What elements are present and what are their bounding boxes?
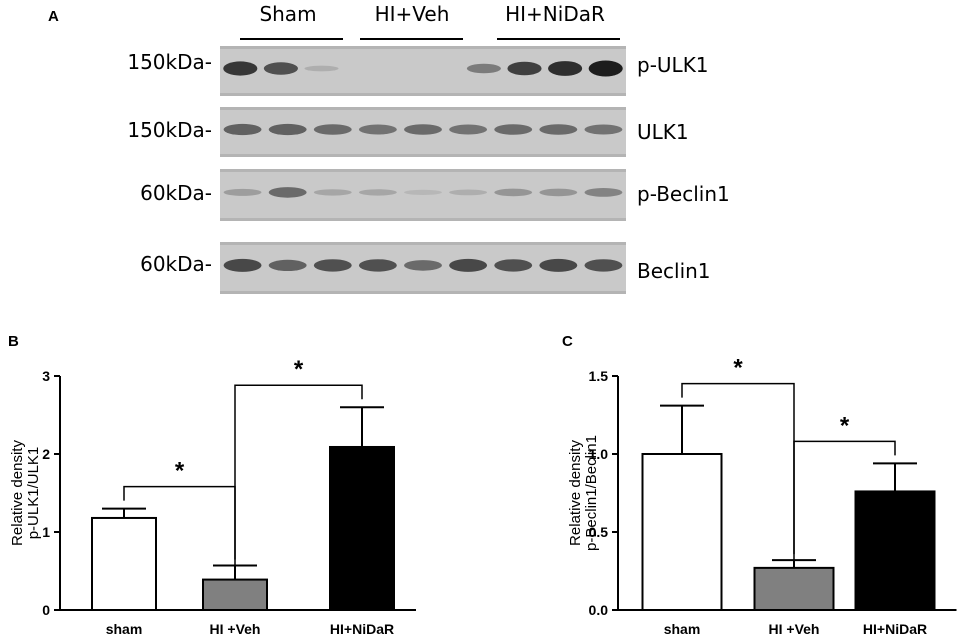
group-line-hi-nidar [497,38,620,40]
blot-band [539,124,578,135]
blot-band [449,124,488,135]
y-tick-label: 1 [42,524,50,540]
size-label-row3: 60kDa- [140,181,212,205]
y-axis-label-line1: Relative density [567,440,584,546]
bar [854,490,936,611]
blot-band [588,60,623,77]
size-label-row4: 60kDa- [140,252,212,276]
blot-band [494,188,533,197]
bar [641,453,723,611]
blot-band [263,62,298,75]
y-tick-label: 1.0 [589,446,609,462]
protein-label-p-beclin1: p-Beclin1 [637,182,730,206]
bar [202,578,268,612]
blot-strip-ulk1 [220,107,626,157]
category-label: HI +Veh [769,621,820,636]
blot-band [358,124,397,135]
blot-band [539,188,578,197]
group-line-hi-veh [360,38,463,40]
protein-label-p-ulk1: p-ULK1 [637,53,709,77]
blot-band [494,124,533,135]
y-axis-label-line1: Relative density [9,440,26,546]
blot-band [404,189,442,195]
blot-edge-bottom [220,93,626,96]
blot-band [268,187,307,198]
blot-edge-top [220,169,626,172]
category-label: HI+NiDaR [863,621,927,636]
category-label: HI +Veh [210,621,261,636]
blot-edge-bottom [220,218,626,221]
blot-edge-top [220,107,626,110]
y-axis-label-line2: p-Beclin1/Beclin1 [583,435,600,551]
blot-band [268,259,307,271]
blot-band [223,188,262,196]
blot-band [584,124,623,135]
panel-a-letter: A [48,8,59,25]
bar [91,516,157,612]
y-tick-label: 0 [42,602,50,618]
panel-c-letter: C [562,333,573,350]
chart-b: 0 1 2 3 Relative density p-ULK1/ULK1 sham HI +V… [9,356,416,636]
y-tick-label: 2 [42,446,50,462]
blot-band [268,123,307,136]
blot-band [584,188,623,197]
blot-band [548,61,583,76]
blot-strip-p-ulk1 [220,46,626,96]
blot-edge-bottom [220,291,626,294]
significance-star: * [175,458,185,485]
significance-star: * [294,356,304,383]
blot-band [223,61,258,76]
significance-bracket [234,384,363,576]
y-tick-label: 0.5 [589,524,609,540]
blot-band [494,259,533,272]
blot-edge-top [220,46,626,49]
y-tick-label: 3 [42,368,50,384]
bar [753,566,835,612]
blot-band [313,189,352,196]
blot-strip-beclin1 [220,242,626,294]
chart-c: 0.0 0.5 1.0 1.5 Relative density p-Beclin1/Be… [567,355,957,636]
category-label: sham [106,621,143,636]
blot-band [358,259,397,272]
blot-band [539,258,578,272]
blot-edge-top [220,242,626,245]
y-tick-label: 1.5 [589,368,609,384]
panel-b-letter: B [8,333,19,350]
blot-band [304,65,339,72]
blot-edge-bottom [220,154,626,157]
blot-band [223,123,262,136]
y-tick-label: 0.0 [589,602,609,618]
category-label: HI+NiDaR [330,621,394,636]
group-label-hi-veh: HI+Veh [374,2,450,26]
blot-strip-p-beclin1 [220,169,626,221]
blot-band [404,260,442,271]
group-line-sham [240,38,343,40]
protein-label-beclin1: Beclin1 [637,259,711,283]
blot-band [404,124,442,135]
size-label-row2: 150kDa- [127,118,212,142]
protein-label-ulk1: ULK1 [637,120,689,144]
blot-band [358,189,397,196]
significance-star: * [840,412,850,439]
blot-band [313,124,352,135]
group-label-hi-nidar: HI+NiDaR [505,2,605,26]
blot-band [223,258,262,272]
category-label: sham [664,621,701,636]
blot-band [313,259,352,272]
blot-band [449,189,488,196]
significance-star: * [733,355,743,382]
bar [329,445,395,612]
significance-bracket [793,440,896,564]
blot-band [584,259,623,272]
blot-band [449,258,488,272]
y-axis-label-line2: p-ULK1/ULK1 [25,447,42,540]
group-label-sham: Sham [259,2,317,26]
blot-band [507,61,542,76]
blot-band [466,63,501,74]
size-label-row1: 150kDa- [127,50,212,74]
